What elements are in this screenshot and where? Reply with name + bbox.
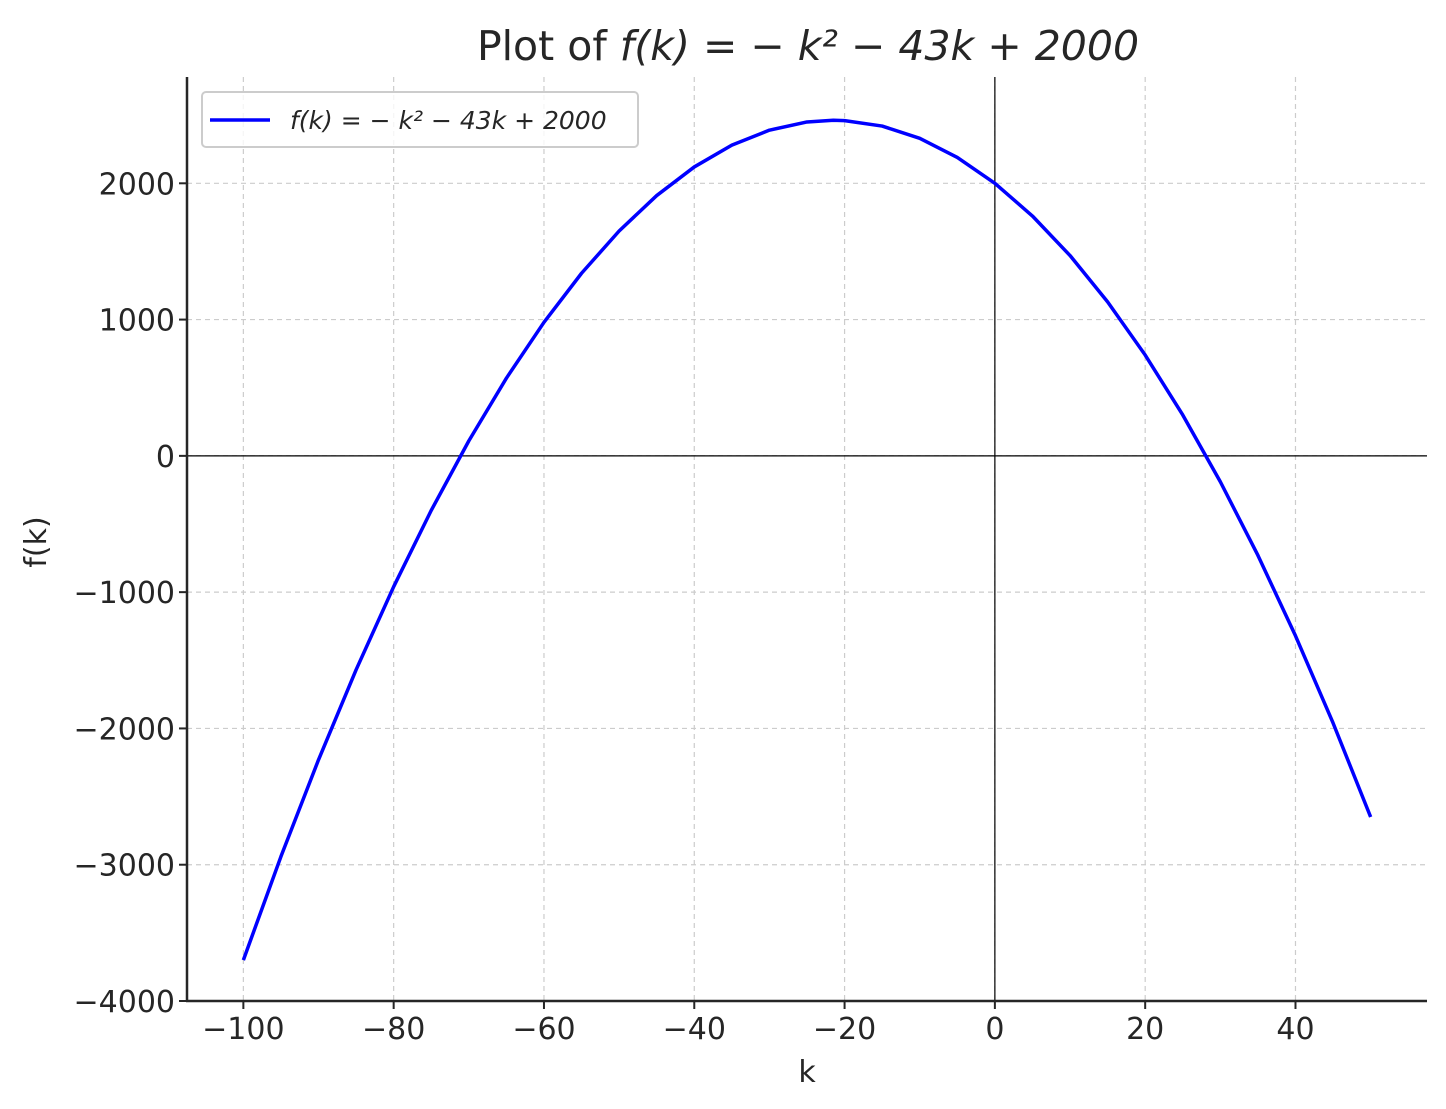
y-tick-label: −1000 [74,576,175,611]
x-tick-label: 20 [1126,1012,1164,1047]
x-tick-label: −100 [202,1012,284,1047]
chart-title-formula: f(k) = − k² − 43k + 2000 [620,22,1139,70]
grid [187,77,1427,1002]
chart-title: Plot of f(k) = − k² − 43k + 2000 [477,22,1139,70]
y-tick-label: −2000 [74,712,175,747]
x-tick-label: 0 [985,1012,1004,1047]
y-tick-label: −4000 [74,985,175,1020]
y-tick-label: 1000 [99,304,175,339]
legend: f(k) = − k² − 43k + 2000 [201,91,639,148]
y-tick-label: 2000 [99,167,175,202]
axes-spines [185,77,1427,1003]
legend-label: f(k) = − k² − 43k + 2000 [290,106,607,135]
x-tick-label: −80 [362,1012,425,1047]
y-axis-ticks: −4000 −3000 −2000 −1000 0 1000 2000 [74,167,187,1020]
y-axis-label: f(k) [19,516,54,567]
zero-reference-lines [187,77,1427,1001]
y-tick-label: −3000 [74,849,175,884]
x-axis-ticks: −100 −80 −60 −40 −20 0 20 40 [202,1001,1315,1047]
x-tick-label: −40 [663,1012,726,1047]
x-tick-label: −60 [512,1012,575,1047]
x-axis-label: k [798,1055,816,1090]
x-tick-label: −20 [813,1012,876,1047]
legend-box [201,91,639,148]
chart-title-prefix: Plot of [477,22,620,70]
x-tick-label: 40 [1276,1012,1314,1047]
series-line [241,118,1373,961]
series-layer [241,118,1373,961]
y-tick-label: 0 [156,440,175,475]
